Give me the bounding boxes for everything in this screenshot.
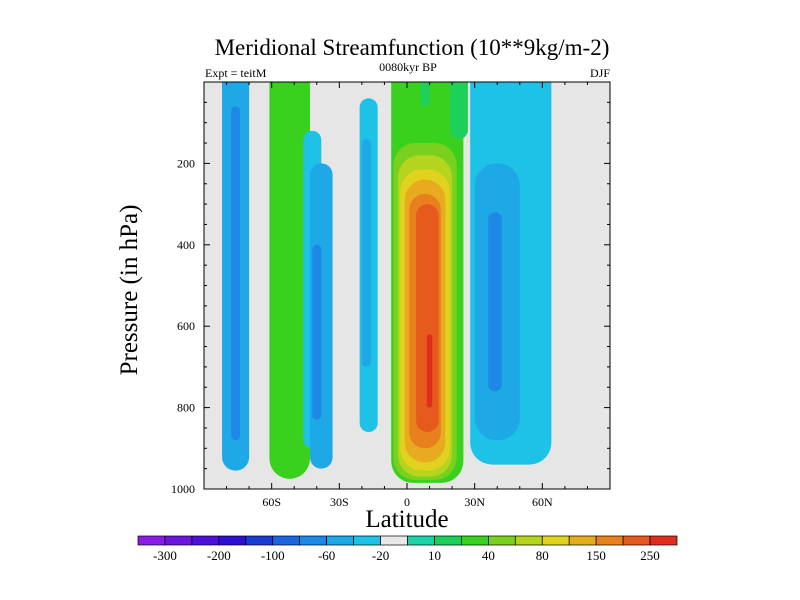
colorbar-box (595, 535, 624, 546)
contour-cell-9 (420, 82, 430, 107)
season-label: DJF (590, 66, 610, 80)
colorbar-box (461, 535, 489, 546)
colorbar-box (622, 535, 651, 546)
chart-title: Meridional Streamfunction (10**9kg/m-2) (215, 35, 610, 60)
colorbar-box (164, 535, 193, 546)
colorbar-box (541, 535, 570, 546)
colorbar-box (191, 535, 220, 546)
colorbar-box (568, 535, 597, 546)
colorbar-box (245, 535, 274, 546)
colorbar-box (407, 535, 435, 546)
colorbar-box (137, 535, 166, 546)
colorbar-label: 10 (428, 548, 441, 563)
contour-cell-20 (449, 82, 468, 139)
colorbar-box (649, 535, 678, 546)
colorbar-label: -60 (318, 548, 335, 563)
colorbar (137, 535, 678, 546)
colorbar-label: -100 (261, 548, 285, 563)
x-axis-label: Latitude (365, 506, 448, 533)
colorbar-label: -300 (153, 548, 177, 563)
colorbar-box (488, 535, 516, 546)
colorbar-box (272, 535, 301, 546)
y-tick-label: 400 (177, 238, 195, 252)
colorbar-label: 40 (482, 548, 495, 563)
colorbar-label: -20 (372, 548, 389, 563)
colorbar-box (353, 535, 381, 546)
plot-frame (203, 81, 611, 490)
colorbar-label: 250 (640, 548, 660, 563)
contour-cell-15 (416, 204, 439, 433)
colorbar-label: 80 (536, 548, 549, 563)
y-tick-label: 200 (177, 156, 195, 170)
x-tick-label: 60S (262, 495, 281, 509)
colorbar-labels: -300 -200 -100 -60 -20 10 40 80 150 250 (153, 548, 660, 563)
x-tick-label: 30S (330, 495, 349, 509)
y-tick-label: 1000 (171, 482, 195, 496)
time-label: 0080kyr BP (379, 60, 437, 74)
contour-cell-19 (488, 212, 502, 392)
y-tick-label: 600 (177, 319, 195, 333)
colorbar-box (326, 535, 354, 546)
x-tick-labels: 60S 30S 0 30N 60N (262, 495, 553, 509)
colorbar-box (380, 535, 408, 546)
contour-cell-2 (269, 82, 311, 479)
contour-cell-7 (361, 138, 371, 367)
y-tick-labels: 200 400 600 800 1000 (171, 156, 195, 496)
x-tick-label: 0 (404, 495, 410, 509)
y-tick-label: 800 (177, 401, 195, 415)
colorbar-label: 150 (586, 548, 606, 563)
colorbar-box (514, 535, 543, 546)
contour-cell-5 (312, 244, 322, 420)
colorbar-box (218, 535, 247, 546)
x-tick-label: 30N (464, 495, 485, 509)
colorbar-label: -200 (207, 548, 231, 563)
colorbar-box (434, 535, 462, 546)
experiment-label: Expt = teitM (205, 66, 267, 80)
contour-cell-1 (231, 106, 241, 441)
y-axis-label: Pressure (in hPa) (116, 205, 143, 376)
x-tick-label: 60N (532, 495, 553, 509)
contour-cell-16 (426, 334, 433, 408)
colorbar-box (299, 535, 328, 546)
contour-fills (222, 82, 552, 483)
